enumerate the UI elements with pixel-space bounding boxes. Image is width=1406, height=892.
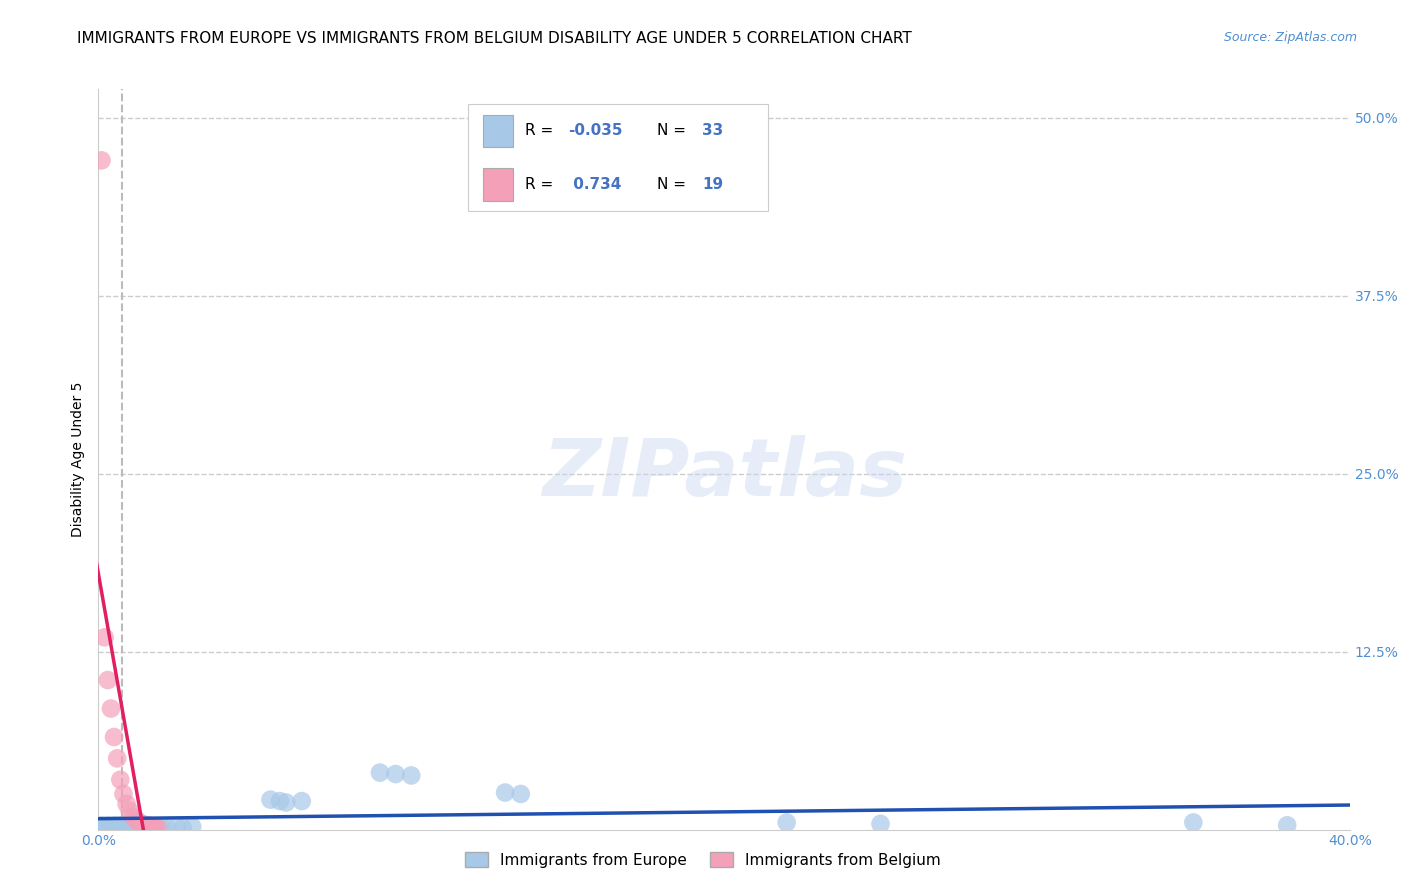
Point: [166, 820, 188, 834]
Point: [141, 821, 163, 835]
Point: [509, 787, 531, 801]
Point: [90, 818, 112, 832]
Point: [93, 820, 115, 834]
Text: Source: ZipAtlas.com: Source: ZipAtlas.com: [1223, 31, 1357, 45]
Point: [401, 768, 423, 782]
Point: [172, 821, 194, 835]
Point: [156, 821, 179, 835]
Point: [110, 818, 132, 832]
Point: [259, 792, 281, 806]
Point: [274, 796, 298, 810]
Point: [112, 820, 135, 834]
Point: [125, 813, 148, 827]
Point: [100, 820, 122, 834]
Point: [1277, 818, 1299, 832]
Point: [125, 820, 148, 834]
Point: [118, 820, 141, 834]
Point: [97, 818, 120, 832]
Y-axis label: Disability Age Under 5: Disability Age Under 5: [70, 382, 84, 537]
Point: [134, 818, 156, 832]
Point: [121, 818, 143, 832]
Point: [869, 817, 891, 831]
Point: [494, 786, 516, 800]
Point: [115, 821, 138, 835]
Point: [368, 765, 391, 780]
Point: [115, 797, 138, 811]
Point: [103, 818, 125, 832]
Point: [776, 815, 799, 830]
Point: [90, 153, 112, 168]
Point: [141, 820, 163, 834]
Point: [1182, 815, 1205, 830]
Point: [269, 794, 291, 808]
Point: [100, 701, 122, 715]
Point: [128, 821, 150, 835]
Point: [146, 821, 169, 835]
Point: [121, 810, 143, 824]
Point: [93, 631, 115, 645]
Point: [112, 787, 135, 801]
Text: IMMIGRANTS FROM EUROPE VS IMMIGRANTS FROM BELGIUM DISABILITY AGE UNDER 5 CORRELA: IMMIGRANTS FROM EUROPE VS IMMIGRANTS FRO…: [77, 31, 912, 46]
Point: [118, 804, 141, 818]
Point: [131, 817, 153, 831]
Point: [143, 820, 166, 834]
Point: [103, 730, 125, 744]
Point: [150, 820, 173, 834]
Point: [134, 820, 156, 834]
Text: ZIPatlas: ZIPatlas: [541, 435, 907, 513]
Point: [128, 815, 150, 830]
Point: [138, 818, 160, 832]
Point: [105, 751, 128, 765]
Legend: Immigrants from Europe, Immigrants from Belgium: Immigrants from Europe, Immigrants from …: [458, 846, 948, 873]
Point: [181, 820, 204, 834]
Point: [291, 794, 314, 808]
Point: [105, 820, 128, 834]
Point: [97, 673, 120, 687]
Point: [110, 772, 132, 787]
Point: [384, 767, 406, 781]
